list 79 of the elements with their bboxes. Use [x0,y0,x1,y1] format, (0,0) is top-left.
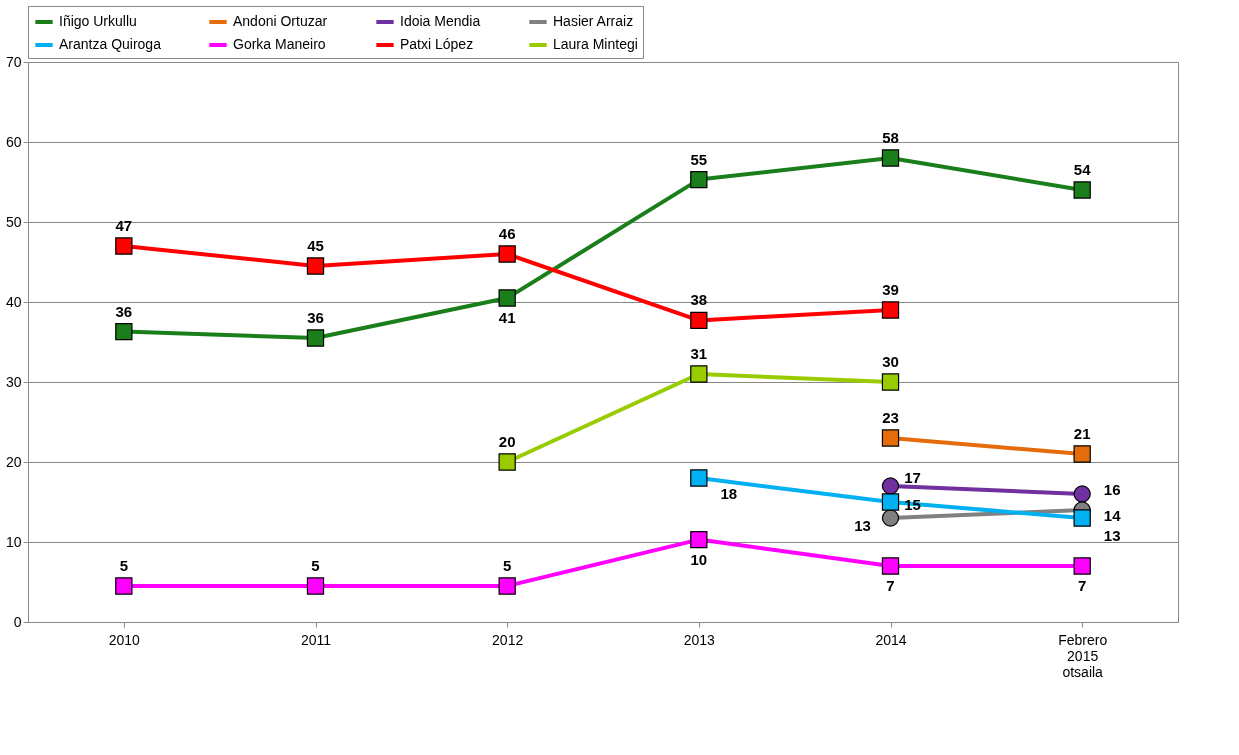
point [881,477,900,495]
x-tick-label: 2011 [300,631,332,648]
data-label: 46 [498,225,516,242]
point [498,453,516,471]
data-label: 13 [1103,527,1121,544]
legend-label: Arantza Quiroga [59,36,162,52]
point [1073,181,1091,199]
data-label: 47 [115,217,133,234]
point [881,373,900,391]
data-label: 55 [690,150,708,168]
data-label: 18 [720,485,738,502]
legend-label: Laura Mintegi [553,36,638,52]
point [498,245,516,263]
data-label: 58 [882,129,899,146]
y-tick-label: 30 [5,373,22,390]
point [881,509,900,527]
point [881,557,900,575]
point [306,329,325,347]
legend-label: Hasier Arraiz [553,13,634,29]
point [1073,445,1091,463]
data-label: 31 [690,345,708,362]
data-label: 5 [119,557,129,574]
point [306,257,325,275]
point [1073,557,1091,575]
legend-label: Iñigo Urkullu [59,13,137,29]
point [881,301,900,319]
data-label: 41 [498,309,516,326]
data-label: 16 [1103,481,1121,498]
x-tick-label: 2014 [875,631,907,648]
legend-label: Andoni Ortuzar [233,13,328,29]
y-tick-label: 60 [5,133,22,150]
data-label: 15 [904,496,921,513]
point [1073,485,1091,503]
point [115,237,133,255]
y-tick-label: 20 [5,453,22,470]
y-tick-label: 70 [5,53,22,70]
point [115,322,133,341]
point [498,289,516,307]
data-label: 30 [882,353,899,370]
data-label: 14 [1103,507,1122,524]
data-label: 21 [1073,425,1091,442]
data-label: 36 [307,309,324,326]
data-label: 7 [886,577,895,594]
data-label: 38 [690,291,708,309]
legend-label: Gorka Maneiro [233,36,326,52]
x-tick-label: 2010 [108,631,141,648]
data-label: 5 [502,557,512,574]
data-label: 7 [1077,577,1087,594]
data-label: 54 [1073,161,1092,178]
point [881,149,900,167]
point [498,577,516,595]
x-tick-label: 2013 [683,631,716,648]
data-label: 17 [904,469,921,486]
point [1073,509,1091,527]
y-tick-label: 0 [13,613,22,630]
point [690,530,708,549]
legend-label: Patxi López [400,36,474,52]
point [881,493,900,511]
y-tick-label: 40 [5,293,22,310]
x-tick-label: Febrero 2015 otsaila [1058,631,1108,680]
data-label: 5 [311,557,320,574]
y-tick-label: 50 [5,213,22,230]
data-label: 10 [690,550,708,568]
data-label: 20 [498,433,516,450]
point [306,577,325,595]
point [690,469,708,487]
y-tick-label: 10 [5,533,22,550]
point [690,170,708,189]
point [115,577,133,595]
data-label: 13 [854,517,871,534]
legend-label: Idoia Mendia [400,13,481,29]
x-tick-label: 2012 [492,631,524,648]
data-label: 23 [882,409,899,426]
point [881,429,900,447]
point [690,365,708,383]
data-label: 45 [307,237,324,254]
data-label: 36 [115,302,133,320]
data-label: 39 [882,281,899,298]
point [690,311,708,330]
